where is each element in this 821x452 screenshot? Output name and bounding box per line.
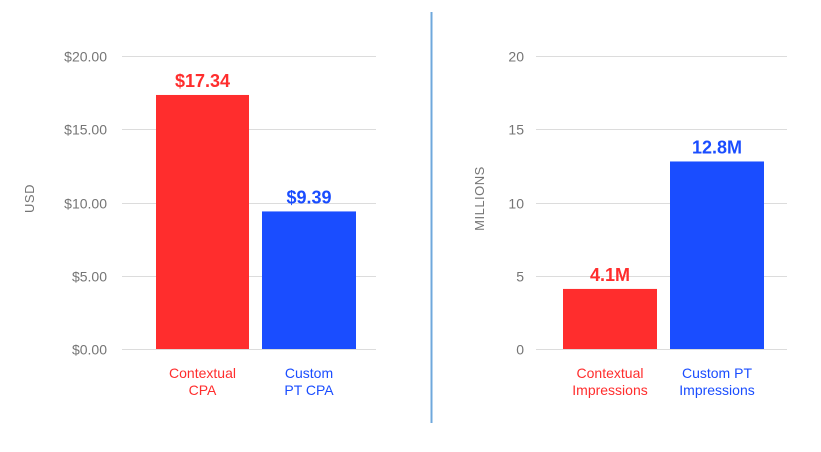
bar [670, 161, 764, 349]
y-tick-label: 10 [508, 196, 524, 212]
bar-value-label: $9.39 [286, 187, 331, 207]
y-tick-label: $10.00 [64, 196, 107, 212]
y-tick-label: $20.00 [64, 49, 107, 65]
bar-value-label: 4.1M [590, 265, 630, 285]
x-category-label: CPA [189, 382, 217, 398]
x-category-label: Contextual [169, 365, 236, 381]
x-category-label: Contextual [577, 365, 644, 381]
bar-value-label: $17.34 [175, 71, 230, 91]
bar [563, 288, 657, 349]
y-tick-label: $15.00 [64, 122, 107, 138]
y-tick-label: 5 [516, 269, 524, 285]
y-tick-label: $0.00 [72, 342, 107, 358]
x-category-label: Impressions [679, 382, 754, 398]
y-tick-label: $5.00 [72, 269, 107, 285]
bar [156, 94, 249, 350]
y-tick-label: 15 [508, 122, 524, 138]
y-tick-label: 0 [516, 342, 524, 358]
y-axis-title: MILLIONS [472, 166, 487, 231]
x-category-label: Impressions [572, 382, 647, 398]
y-tick-label: 20 [508, 49, 524, 65]
bar [262, 211, 356, 349]
x-category-label: Custom [285, 365, 333, 381]
x-category-label: Custom PT [682, 365, 752, 381]
bar-value-label: 12.8M [692, 137, 742, 157]
y-axis-title: USD [22, 184, 37, 213]
x-category-label: PT CPA [284, 382, 334, 398]
